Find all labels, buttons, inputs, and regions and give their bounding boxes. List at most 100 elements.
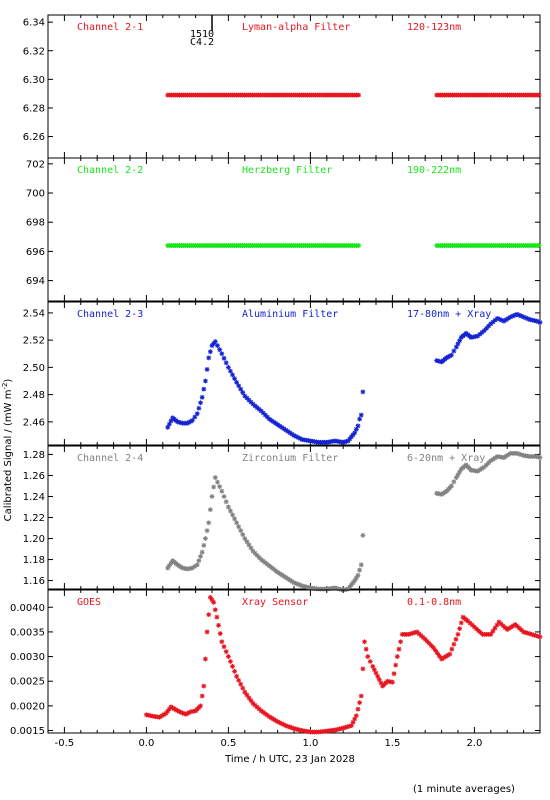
data-point-goes xyxy=(287,724,293,730)
data-point-goes xyxy=(271,716,276,722)
data-point-ch23 xyxy=(252,403,258,409)
x-tick-label: 0.0 xyxy=(138,738,154,749)
data-point-ch23 xyxy=(295,435,301,440)
data-point-goes xyxy=(350,719,356,725)
panel-frame-ch22 xyxy=(47,157,541,302)
channel-label-ch23: Channel 2-3 xyxy=(77,309,143,320)
data-point-ch23 xyxy=(236,383,242,389)
y-tick-label-ch22: 698 xyxy=(26,218,45,229)
data-point-goes xyxy=(506,625,512,631)
data-point-goes xyxy=(216,622,221,628)
data-point-ch24 xyxy=(250,548,256,554)
band-label-ch24: 6-20nm + Xray xyxy=(407,453,485,464)
data-point-ch24 xyxy=(334,586,340,591)
data-point-ch24 xyxy=(221,494,227,499)
data-point-ch23 xyxy=(168,418,174,424)
panel-frame-goes xyxy=(47,589,541,734)
y-axis-title-end: ) xyxy=(3,379,14,383)
data-point-goes xyxy=(240,685,246,691)
data-point-goes xyxy=(186,710,192,716)
data-point-goes xyxy=(424,639,430,644)
data-point-goes xyxy=(535,633,541,639)
data-point-ch24 xyxy=(481,464,487,470)
data-point-ch24 xyxy=(234,520,239,526)
data-point-ch24 xyxy=(258,557,264,562)
data-point-goes xyxy=(455,631,461,637)
data-point-ch24 xyxy=(256,555,262,560)
data-point-ch24 xyxy=(230,512,235,518)
data-point-goes xyxy=(433,648,438,653)
band-label-ch23: 17-80nm + Xray xyxy=(407,309,491,320)
data-point-ch24 xyxy=(301,583,307,589)
data-point-ch23 xyxy=(192,414,198,420)
x-tick-label: 1.0 xyxy=(302,738,318,749)
data-point-goes xyxy=(190,708,196,714)
data-point-ch24 xyxy=(244,539,250,545)
data-point-ch23 xyxy=(166,421,172,427)
data-point-ch23 xyxy=(486,323,492,329)
data-point-ch23 xyxy=(228,368,233,374)
data-point-ch24 xyxy=(242,536,248,541)
data-point-ch23 xyxy=(355,423,361,429)
data-point-goes xyxy=(504,627,510,632)
data-point-goes xyxy=(248,698,254,703)
data-point-ch23 xyxy=(481,328,487,333)
y-tick-label-ch23: 2.50 xyxy=(23,363,45,374)
data-point-goes xyxy=(362,639,367,645)
data-point-goes xyxy=(352,716,358,722)
data-point-ch24 xyxy=(355,572,361,578)
data-point-ch23 xyxy=(492,317,498,323)
data-point-ch24 xyxy=(488,458,494,464)
y-tick-label-goes: 0.0025 xyxy=(10,677,45,688)
data-point-goes xyxy=(226,654,231,659)
data-point-goes xyxy=(250,701,256,706)
data-point-goes xyxy=(281,722,287,728)
data-point-goes xyxy=(349,723,354,729)
data-point-ch23 xyxy=(188,418,194,424)
y-axis-title: Calibrated Signal / (mW m-2) xyxy=(1,379,14,522)
data-point-ch24 xyxy=(219,488,225,494)
data-point-ch24 xyxy=(248,545,254,551)
data-point-ch22 xyxy=(536,243,542,248)
x-tick-label: -0.5 xyxy=(55,738,75,749)
data-point-ch23 xyxy=(293,434,299,439)
data-point-ch23 xyxy=(497,316,502,322)
data-point-ch24 xyxy=(198,554,203,559)
data-point-ch24 xyxy=(291,580,297,586)
data-point-goes xyxy=(252,702,258,708)
data-point-ch23 xyxy=(360,389,366,395)
data-point-goes xyxy=(398,639,403,645)
data-point-ch23 xyxy=(503,317,509,323)
data-point-goes xyxy=(214,614,220,620)
data-point-ch23 xyxy=(444,355,449,361)
data-point-goes xyxy=(531,632,537,638)
data-point-ch24 xyxy=(453,475,459,480)
data-point-ch23 xyxy=(345,438,351,444)
data-point-ch24 xyxy=(199,549,205,555)
data-point-ch24 xyxy=(166,563,172,568)
data-point-ch23 xyxy=(479,330,485,335)
data-point-ch23 xyxy=(451,348,457,354)
data-point-goes xyxy=(416,631,422,637)
data-point-goes xyxy=(439,656,444,662)
data-point-goes xyxy=(289,725,295,731)
data-point-ch23 xyxy=(206,355,212,361)
data-point-ch24 xyxy=(353,575,359,581)
data-point-ch24 xyxy=(479,466,485,471)
data-point-ch24 xyxy=(267,563,272,569)
data-point-goes xyxy=(159,713,165,719)
data-point-ch24 xyxy=(350,580,356,586)
data-point-ch24 xyxy=(519,452,524,458)
data-point-ch24 xyxy=(281,573,287,579)
data-point-goes xyxy=(232,668,237,674)
data-point-goes xyxy=(340,725,346,731)
flare-class-label: C4.2 xyxy=(190,37,214,48)
data-point-ch23 xyxy=(519,313,524,319)
data-point-ch24 xyxy=(277,571,283,576)
y-tick-label-ch22: 694 xyxy=(26,276,45,287)
data-point-goes xyxy=(203,656,208,662)
data-point-ch23 xyxy=(297,436,303,441)
data-point-goes xyxy=(394,654,400,659)
y-tick-label-ch22: 702 xyxy=(26,159,45,170)
y-tick-label-ch24: 1.16 xyxy=(23,576,45,587)
